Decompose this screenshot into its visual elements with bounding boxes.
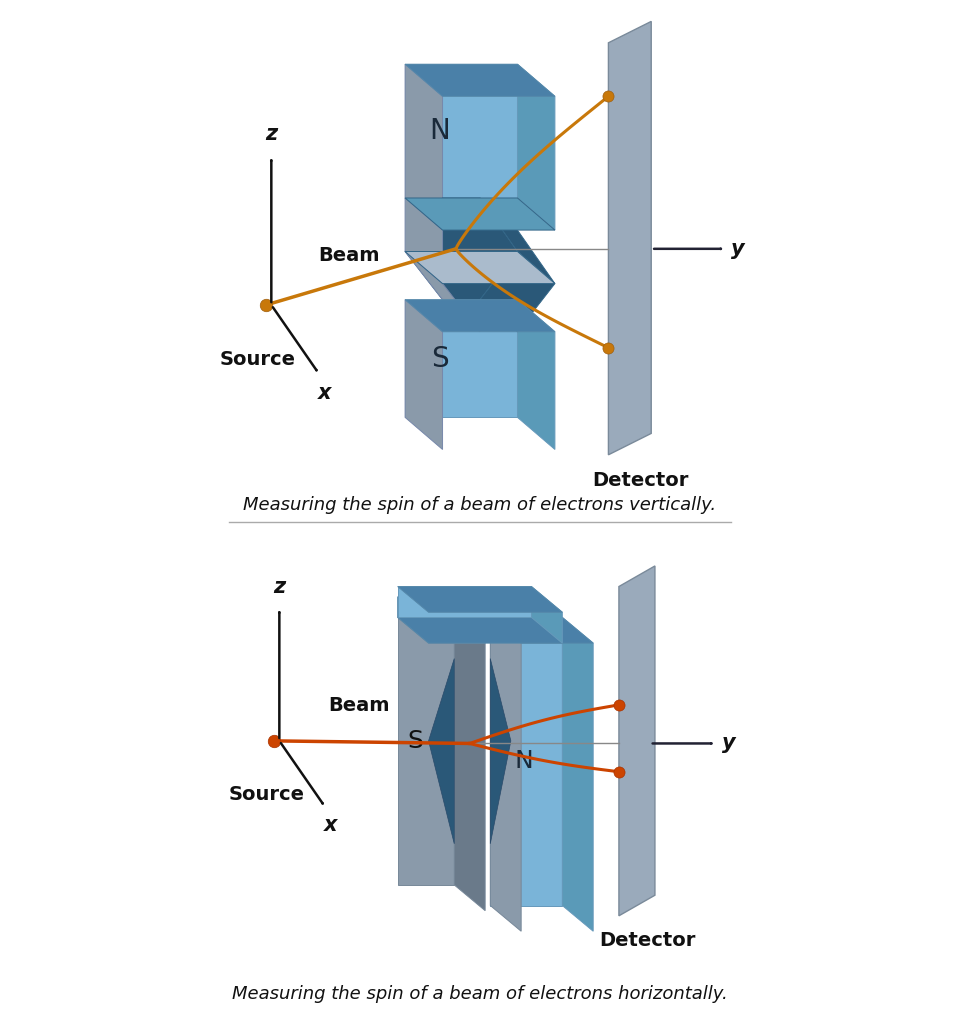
Polygon shape: [405, 299, 443, 450]
Polygon shape: [397, 597, 563, 643]
Polygon shape: [405, 251, 555, 284]
Text: Beam: Beam: [328, 697, 390, 715]
Polygon shape: [405, 64, 555, 97]
Polygon shape: [517, 299, 555, 450]
Text: S: S: [408, 729, 423, 753]
Polygon shape: [480, 251, 555, 331]
Text: Measuring the spin of a beam of electrons vertically.: Measuring the spin of a beam of electron…: [244, 496, 716, 513]
Text: y: y: [732, 239, 745, 259]
Polygon shape: [397, 617, 485, 643]
Polygon shape: [405, 198, 555, 230]
Polygon shape: [491, 617, 563, 906]
Polygon shape: [491, 617, 593, 643]
Text: Measuring the spin of a beam of electrons horizontally.: Measuring the spin of a beam of electron…: [232, 986, 728, 1003]
Polygon shape: [480, 198, 555, 284]
Text: x: x: [318, 383, 331, 402]
Polygon shape: [397, 587, 532, 617]
Text: z: z: [265, 125, 277, 144]
Text: x: x: [324, 815, 338, 836]
Polygon shape: [405, 251, 517, 299]
Polygon shape: [491, 659, 511, 844]
Polygon shape: [491, 617, 521, 931]
Polygon shape: [405, 198, 517, 251]
Polygon shape: [405, 64, 443, 230]
Polygon shape: [397, 587, 563, 612]
Polygon shape: [532, 587, 563, 643]
Text: y: y: [722, 734, 735, 753]
Polygon shape: [405, 64, 517, 198]
Polygon shape: [405, 299, 517, 418]
Polygon shape: [405, 299, 555, 331]
Polygon shape: [428, 659, 454, 844]
Text: Detector: Detector: [592, 471, 688, 490]
Text: S: S: [431, 345, 448, 372]
Polygon shape: [609, 22, 651, 455]
Polygon shape: [405, 251, 480, 331]
Text: N: N: [515, 749, 533, 774]
Polygon shape: [517, 64, 555, 230]
Text: Detector: Detector: [599, 931, 695, 950]
Polygon shape: [619, 566, 655, 916]
Polygon shape: [405, 198, 443, 284]
Polygon shape: [563, 617, 593, 931]
Text: Source: Source: [228, 784, 304, 804]
Text: N: N: [429, 117, 450, 145]
Polygon shape: [397, 617, 454, 885]
Polygon shape: [454, 617, 485, 911]
Text: Beam: Beam: [318, 246, 379, 264]
Text: Source: Source: [220, 351, 296, 369]
Text: z: z: [274, 577, 285, 597]
